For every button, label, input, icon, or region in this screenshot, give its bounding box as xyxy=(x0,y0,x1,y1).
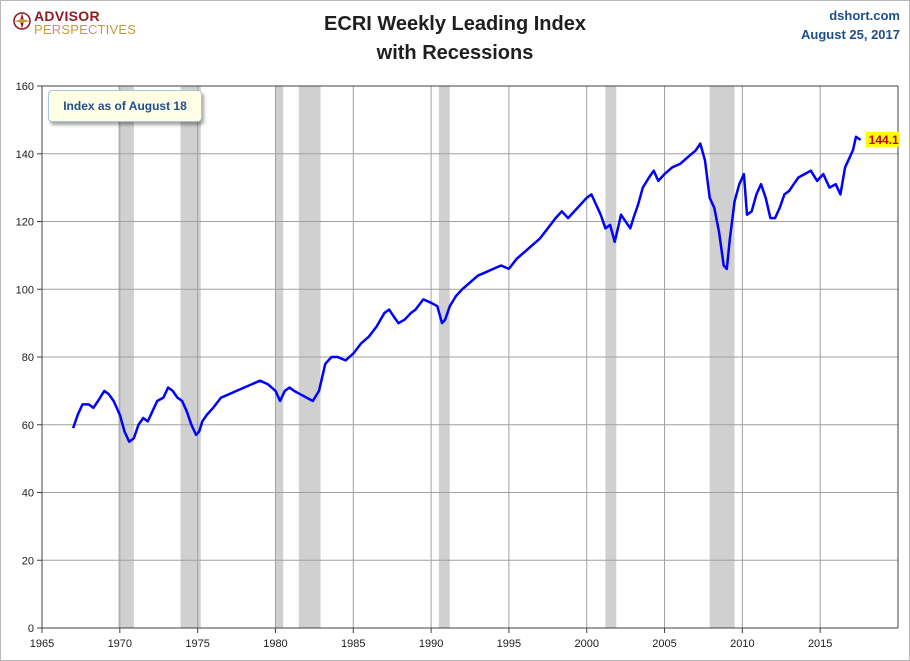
x-tick-label: 2015 xyxy=(808,638,832,650)
date-label: August 25, 2017 xyxy=(801,27,900,42)
y-tick-label: 120 xyxy=(16,217,34,229)
y-tick-label: 40 xyxy=(22,488,34,500)
x-tick-label: 1965 xyxy=(30,638,54,650)
svg-text:144.1: 144.1 xyxy=(869,133,899,147)
y-tick-label: 140 xyxy=(16,149,34,161)
ecri-index-line xyxy=(71,135,862,443)
y-tick-label: 60 xyxy=(22,420,34,432)
x-tick-label: 1995 xyxy=(497,638,521,650)
last-value-label: 144.1 xyxy=(865,131,900,147)
compass-icon xyxy=(13,12,31,30)
chart-title-line2: with Recessions xyxy=(376,42,534,64)
index-as-of-note: Index as of August 18 xyxy=(48,90,202,122)
source-label: dshort.com xyxy=(829,8,900,23)
x-tick-label: 2000 xyxy=(574,638,598,650)
y-tick-label: 20 xyxy=(22,555,34,567)
y-tick-label: 100 xyxy=(16,284,34,296)
logo-text-top: ADVISOR xyxy=(34,8,100,24)
x-tick-label: 2005 xyxy=(652,638,676,650)
x-tick-label: 2010 xyxy=(730,638,754,650)
y-tick-label: 80 xyxy=(22,352,34,364)
x-tick-label: 1980 xyxy=(263,638,287,650)
x-tick-label: 1975 xyxy=(185,638,209,650)
x-tick-label: 1985 xyxy=(341,638,365,650)
x-tick-label: 1990 xyxy=(419,638,443,650)
y-tick-label: 0 xyxy=(28,623,34,635)
chart-title-line1: ECRI Weekly Leading Index xyxy=(324,13,586,35)
x-tick-label: 1970 xyxy=(108,638,132,650)
logo-text-bottom: PERSPECTIVES xyxy=(34,22,137,37)
y-tick-label: 160 xyxy=(16,81,34,93)
